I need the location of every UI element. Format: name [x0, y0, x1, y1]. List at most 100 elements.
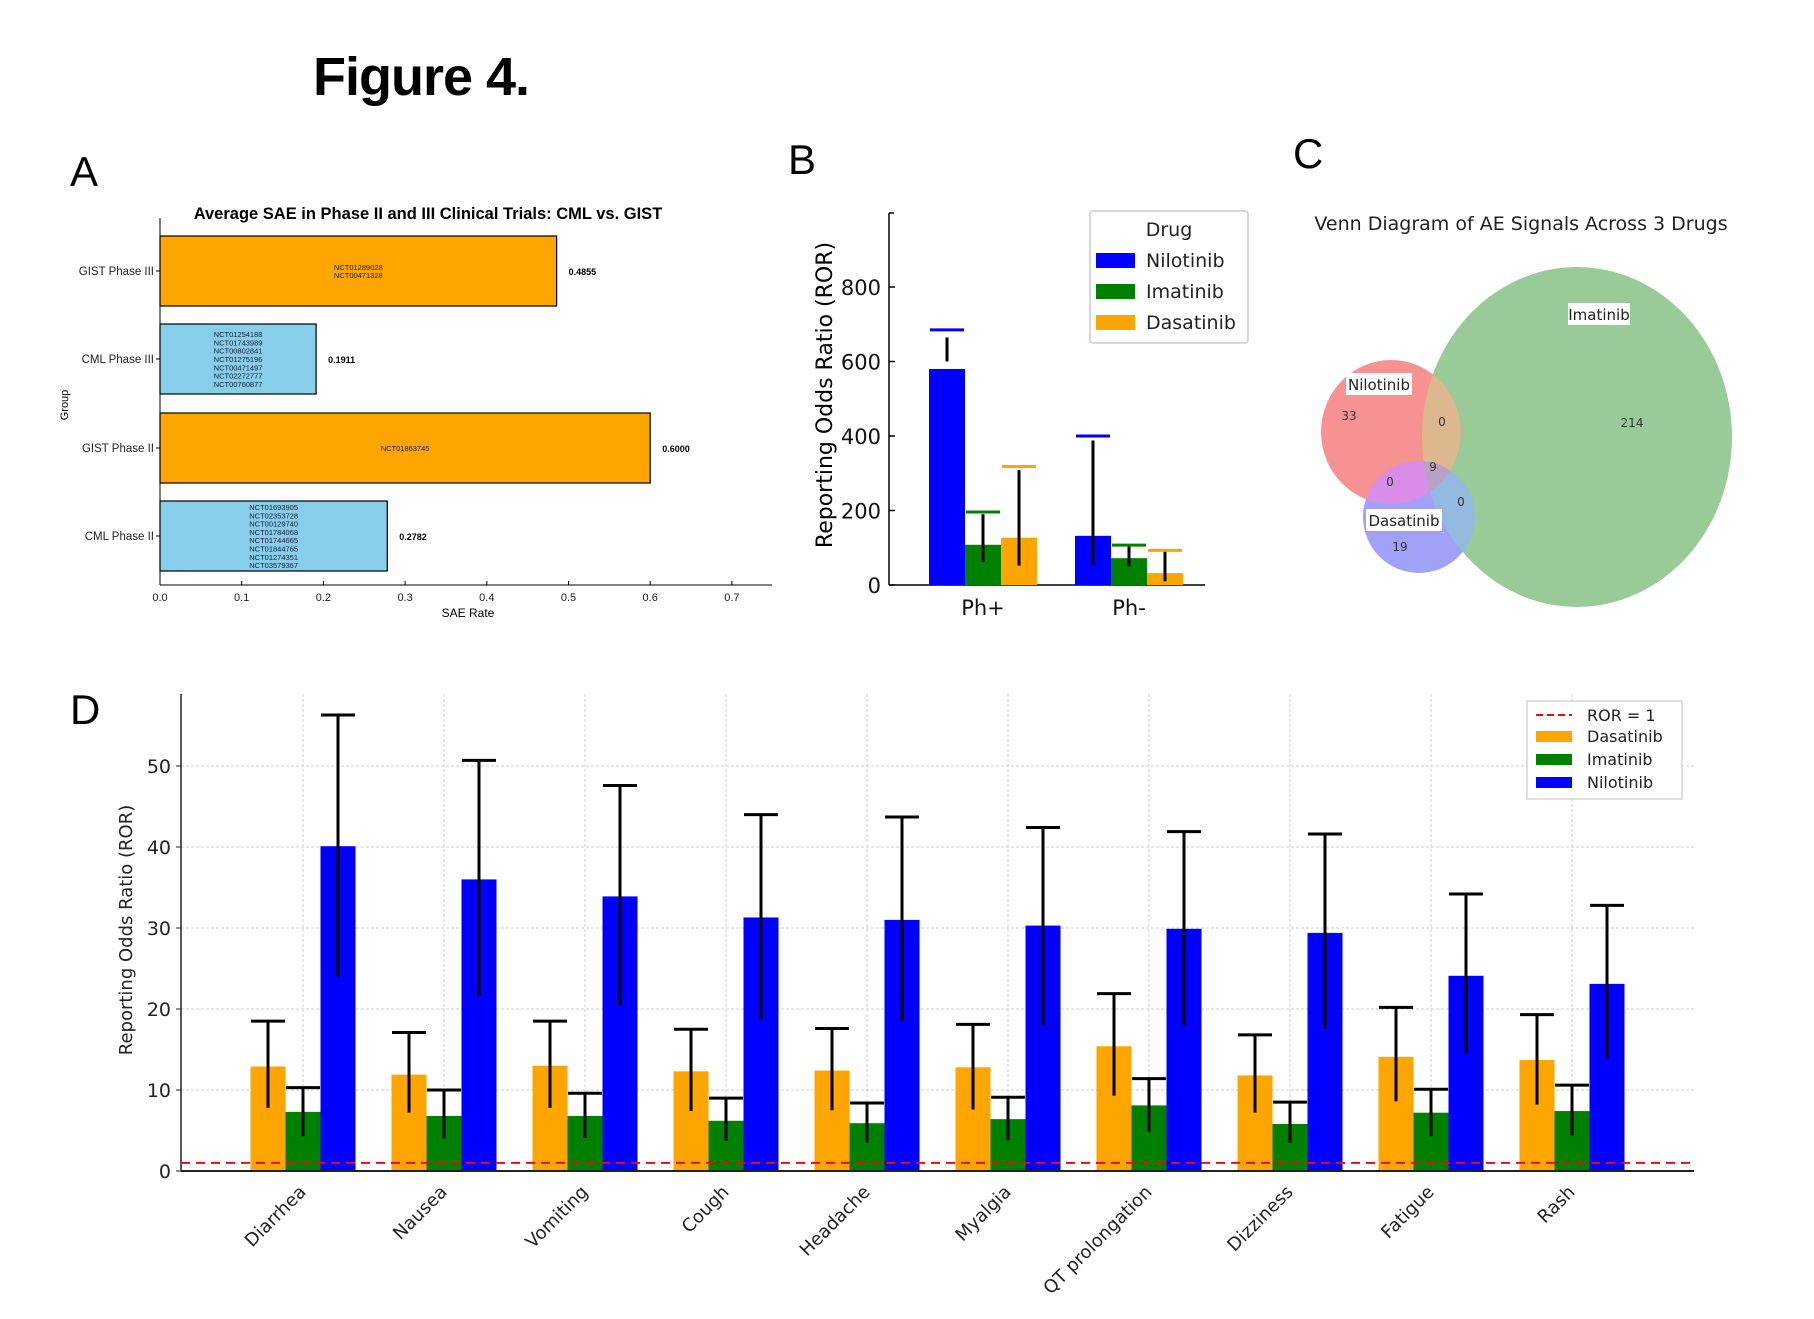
bar	[929, 368, 965, 585]
legend: Drug Nilotinib Imatinib Dasatinib	[1089, 210, 1249, 344]
x-tick-label: Myalgia	[951, 1182, 1015, 1246]
y-tick-label: 600	[841, 351, 881, 375]
trial-id-label: NCT03579367	[249, 561, 298, 570]
svg-text:Imatinib: Imatinib	[1568, 306, 1629, 324]
legend-swatch	[1096, 315, 1135, 330]
venn-set-label-dasatinib: Dasatinib	[1366, 509, 1442, 531]
x-tick-label: 0.4	[479, 592, 494, 604]
y-tick-label: 800	[841, 276, 881, 300]
x-tick-label: Ph+	[961, 596, 1005, 620]
y-tick-label: 40	[147, 837, 171, 859]
venn-count-all-three: 9	[1429, 460, 1437, 474]
venn-circle-imatinib	[1422, 267, 1732, 607]
legend-swatch	[1536, 754, 1572, 765]
x-tick-label: 0.6	[643, 592, 658, 604]
venn-count-nilotinib-imatinib: 0	[1438, 415, 1446, 429]
legend-swatch	[1536, 777, 1572, 788]
venn-count-dasatinib-only: 19	[1392, 540, 1407, 554]
bar	[159, 235, 558, 307]
y-axis-label: Reporting Odds Ratio (ROR)	[813, 242, 838, 548]
venn-title: Venn Diagram of AE Signals Across 3 Drug…	[1314, 213, 1727, 235]
trial-id-label: NCT01693905	[249, 503, 298, 512]
venn-count-imatinib-dasatinib: 0	[1457, 495, 1465, 509]
y-tick-label: GIST Phase II	[82, 443, 154, 455]
y-tick-label: 0	[868, 574, 881, 598]
chart-title: Average SAE in Phase II and III Clinical…	[194, 205, 663, 223]
legend: ROR = 1 Dasatinib Imatinib Nilotinib	[1526, 700, 1683, 800]
legend-label: ROR = 1	[1587, 706, 1656, 725]
trial-id-label: NCT00129740	[249, 520, 298, 529]
svg-text:Nilotinib: Nilotinib	[1348, 376, 1410, 394]
legend-title: Drug	[1146, 219, 1193, 241]
x-tick-label: Vomiting	[522, 1182, 593, 1253]
trial-id-label: NCT01784068	[249, 528, 298, 537]
data-label: 0.2782	[399, 532, 427, 542]
legend-label: Dasatinib	[1587, 727, 1663, 746]
trial-id-label: NCT00471328	[334, 271, 383, 280]
y-tick-label: 200	[841, 500, 881, 524]
x-tick-label: Ph-	[1112, 596, 1146, 620]
y-tick-label: 10	[147, 1080, 171, 1102]
y-tick-label: CML Phase II	[85, 531, 154, 543]
data-label: 0.1911	[328, 355, 355, 365]
legend-label: Nilotinib	[1587, 773, 1653, 792]
bar	[159, 500, 388, 572]
figure-title: Figure 4.	[313, 47, 530, 107]
x-tick-label: 0.2	[316, 592, 331, 604]
trial-id-label: NCT01274351	[249, 553, 298, 562]
trial-id-label: NCT02353728	[249, 511, 298, 520]
y-tick-label: GIST Phase III	[79, 266, 154, 278]
panel-label-a: A	[70, 148, 99, 195]
x-tick-label: Diarrhea	[241, 1182, 311, 1252]
x-tick-label: 0.5	[561, 592, 576, 604]
data-label: 0.6000	[662, 444, 690, 454]
trial-id-label: NCT01289028	[334, 263, 383, 272]
trial-id-label: NCT01254188	[214, 330, 263, 339]
panel-label-c: C	[1293, 130, 1324, 177]
y-tick-label: 0	[159, 1161, 171, 1183]
svg-text:Dasatinib: Dasatinib	[1369, 512, 1440, 530]
bar	[159, 323, 317, 395]
trial-id-label: NCT01744665	[249, 536, 298, 545]
y-tick-label: CML Phase III	[82, 354, 154, 366]
trial-id-label: NCT00802841	[214, 347, 263, 356]
legend-label: Imatinib	[1587, 750, 1653, 769]
legend-label: Dasatinib	[1146, 312, 1236, 334]
x-tick-label: QT prolongation	[1039, 1182, 1156, 1299]
y-axis-label: Reporting Odds Ratio (ROR)	[116, 805, 137, 1056]
venn-count-imatinib-only: 214	[1621, 416, 1644, 430]
data-label: 0.4855	[569, 267, 597, 277]
venn-count-nilotinib-only: 33	[1341, 409, 1356, 423]
bar	[159, 412, 651, 484]
trial-id-label: NCT00760877	[214, 380, 263, 389]
trial-id-label: NCT00471497	[214, 363, 263, 372]
trial-id-label: NCT01275196	[214, 355, 263, 364]
legend-label: Imatinib	[1146, 281, 1224, 303]
x-tick-label: Rash	[1534, 1182, 1580, 1228]
x-tick-label: 0.0	[152, 592, 167, 604]
y-tick-label: 30	[147, 918, 171, 940]
legend-box	[1089, 210, 1249, 344]
y-axis-label: Group	[59, 390, 71, 421]
trial-id-label: NCT01844765	[249, 544, 298, 553]
panel-label-d: D	[70, 686, 101, 733]
venn-count-nilotinib-dasatinib: 0	[1386, 475, 1394, 489]
x-tick-label: Fatigue	[1377, 1182, 1438, 1243]
trial-id-label: NCT02272777	[214, 372, 263, 381]
y-tick-label: 50	[147, 756, 171, 778]
x-tick-label: 0.1	[234, 592, 249, 604]
venn-set-label-imatinib: Imatinib	[1568, 303, 1630, 325]
x-tick-label: 0.7	[724, 592, 739, 604]
legend-swatch	[1096, 284, 1135, 299]
legend-swatch	[1096, 253, 1135, 268]
y-tick-label: 400	[841, 425, 881, 449]
legend-swatch	[1536, 731, 1572, 742]
x-tick-label: 0.3	[397, 592, 412, 604]
panel-label-b: B	[788, 136, 817, 183]
venn-set-label-nilotinib: Nilotinib	[1346, 373, 1412, 395]
x-tick-label: Cough	[678, 1182, 734, 1238]
